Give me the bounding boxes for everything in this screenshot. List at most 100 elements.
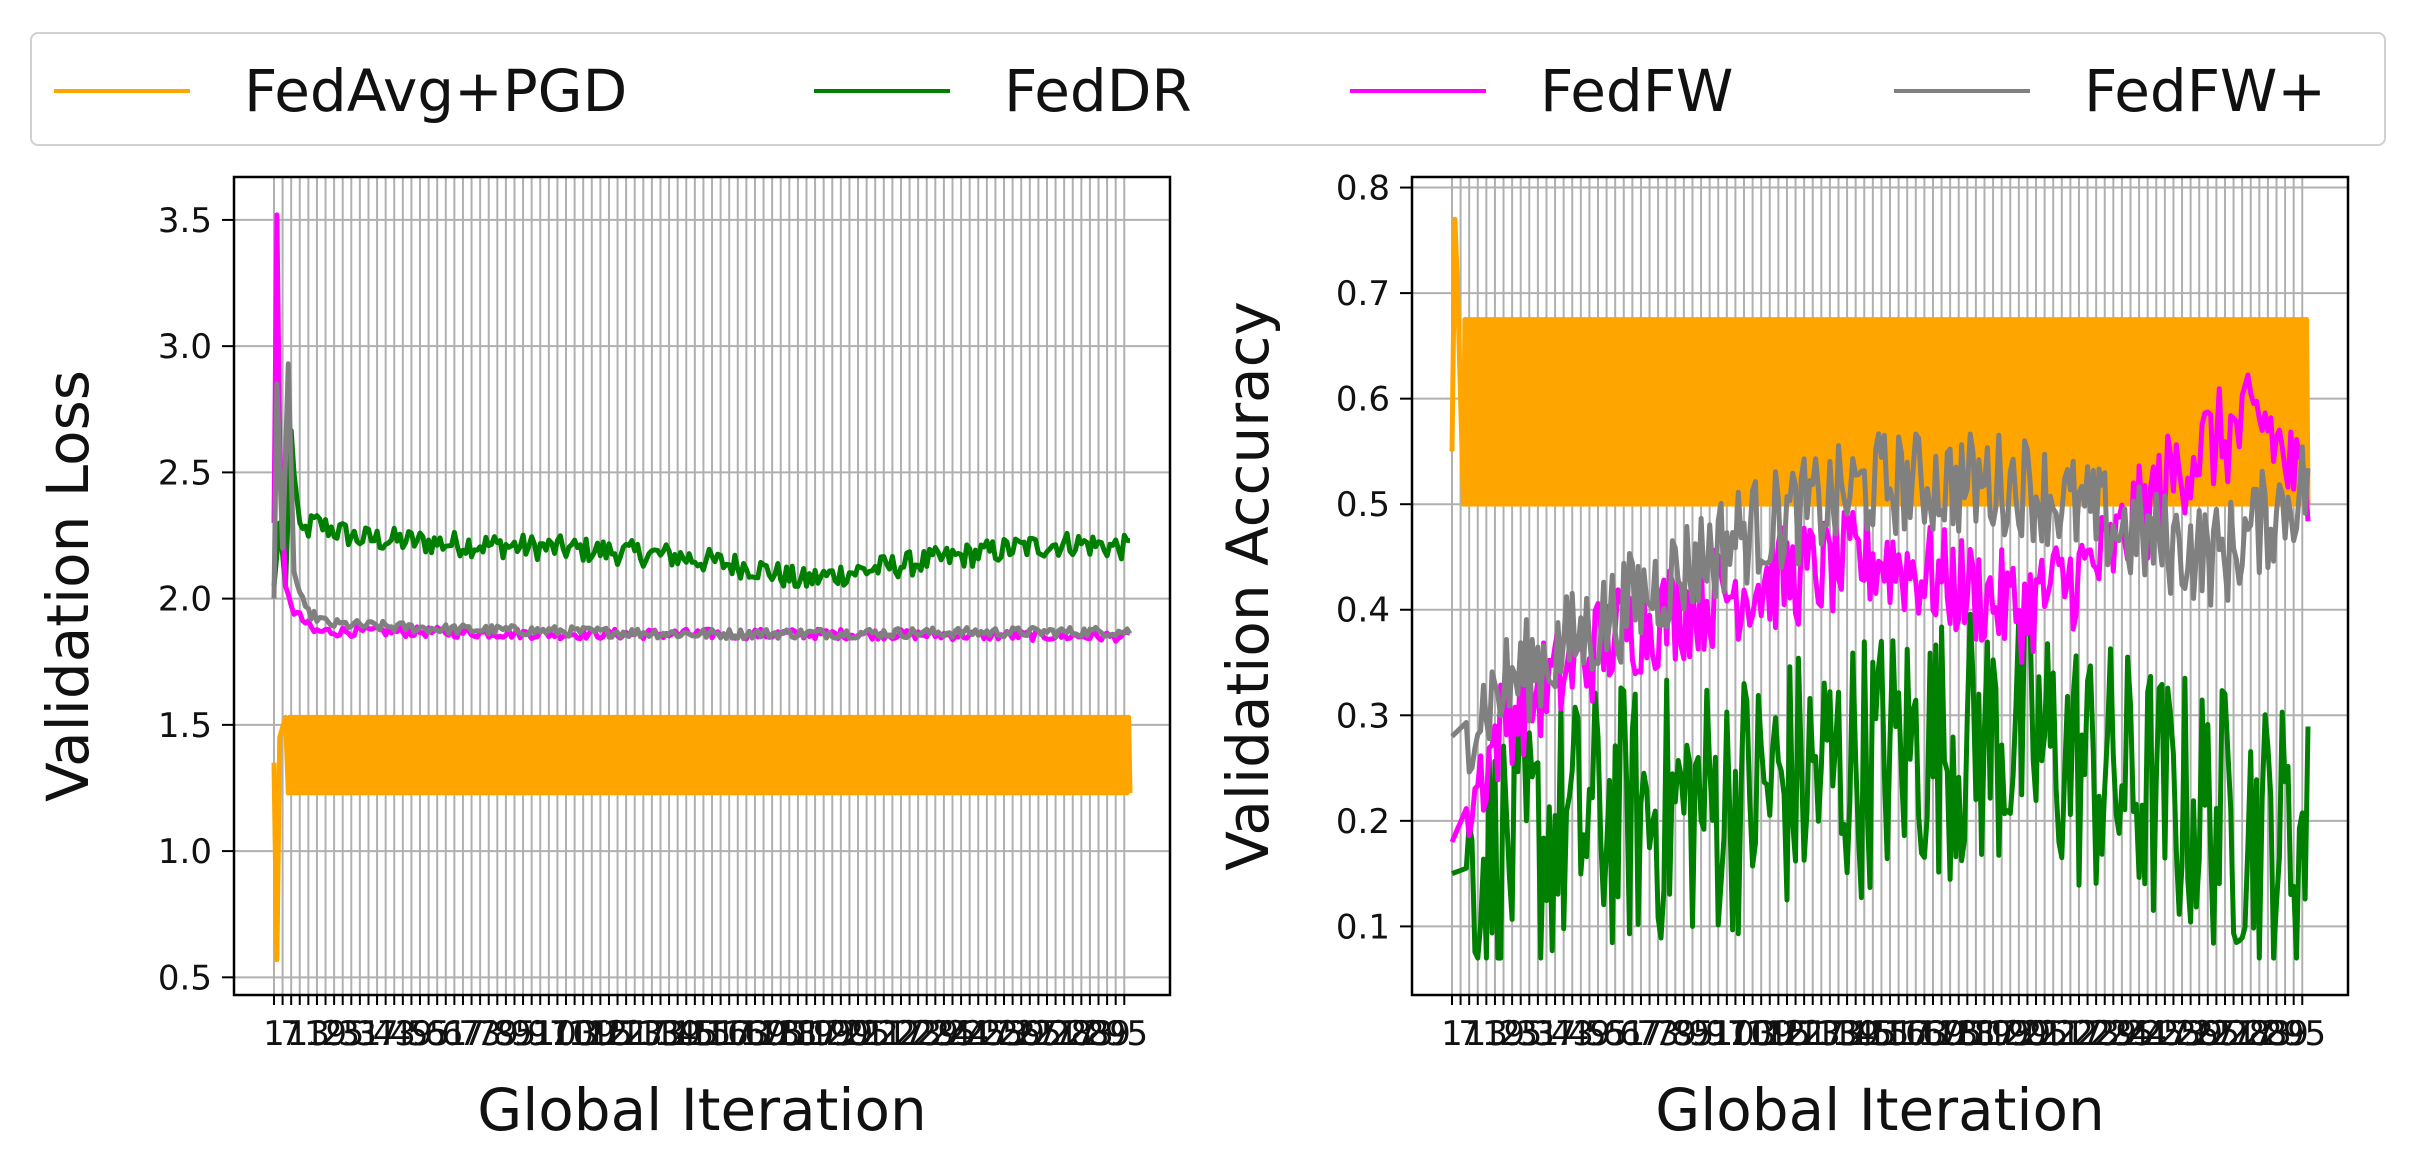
x-tick-label: 277: [2210, 1014, 2275, 1054]
x-tick-label: 43: [373, 1014, 416, 1054]
x-tick-label: 247: [2124, 1014, 2189, 1054]
x-tick-label: 31: [338, 1014, 381, 1054]
series-feddr: [1451, 606, 2311, 961]
x-tick-label: 13: [287, 1014, 330, 1054]
x-tick-label: 253: [963, 1014, 1028, 1054]
y-tick-label: 0.2: [1336, 802, 1390, 842]
x-tick-label: 109: [551, 1014, 616, 1054]
x-tick-label: 31: [1516, 1014, 1559, 1054]
x-tick-label: 193: [1969, 1014, 2034, 1054]
series-line-fedfw-plus: [1450, 431, 2311, 775]
x-tick-label: 37: [355, 1014, 398, 1054]
x-tick-label: 67: [1619, 1014, 1662, 1054]
x-tick-label: 295: [2261, 1014, 2326, 1054]
series-line-fedfw-plus: [271, 361, 1133, 642]
x-tick-label: 205: [2004, 1014, 2069, 1054]
x-tick-label: 97: [1705, 1014, 1748, 1054]
y-tick-label: 2.5: [158, 453, 212, 493]
x-tick-label: 235: [2089, 1014, 2154, 1054]
x-tick-label: 115: [1746, 1014, 1811, 1054]
x-tick-label: 37: [1533, 1014, 1576, 1054]
y-tick-label: 0.7: [1336, 274, 1390, 314]
x-tick-label: 169: [723, 1014, 788, 1054]
series-fedavg-pluspgd: [271, 714, 1133, 963]
x-tick-label: 127: [602, 1014, 667, 1054]
x-tick-label: 19: [1482, 1014, 1525, 1054]
chart-panel-1: 0.5 1.0 1.5 2.0 2.5 3.0 3.5 1713192531374349556…: [34, 175, 1172, 1144]
legend-swatch-feddr: [814, 89, 950, 93]
x-tick-label: 157: [688, 1014, 753, 1054]
x-tick-label: 277: [1032, 1014, 1097, 1054]
y-tick-label: 1.5: [158, 706, 212, 746]
series-line-feddr: [271, 428, 1131, 589]
x-tick-label: 259: [980, 1014, 1045, 1054]
plot-frame: [1410, 175, 2350, 997]
legend-label-fedfw: FedFW: [1540, 57, 1734, 125]
x-tick-label: 97: [527, 1014, 570, 1054]
x-tick-label: 211: [843, 1014, 908, 1054]
x-tick-label: 199: [1986, 1014, 2051, 1054]
x-tick-label: 7: [1458, 1014, 1480, 1054]
x-tick-label: 73: [1636, 1014, 1679, 1054]
legend-label-feddr: FedDR: [1004, 57, 1192, 125]
y-tick-label: 0.1: [1336, 907, 1390, 947]
x-axis-label: Global Iteration: [1655, 1076, 2104, 1144]
y-tick-label: 3.0: [158, 327, 212, 367]
legend-item-feddr: FedDR: [814, 34, 1192, 148]
legend-item-fedavg-pgd: FedAvg+PGD: [54, 34, 627, 148]
legend-label-fedfw-plus: FedFW+: [2084, 57, 2326, 125]
x-tick-label: 283: [1049, 1014, 1114, 1054]
x-tick-label: 217: [860, 1014, 925, 1054]
x-tick-label: 193: [791, 1014, 856, 1054]
x-tick-label: 133: [619, 1014, 684, 1054]
y-tick-label: 2.0: [158, 580, 212, 620]
y-axis-label: Validation Accuracy: [1214, 301, 1282, 871]
x-tick-label: 289: [2244, 1014, 2309, 1054]
x-tick-label: 211: [2021, 1014, 2086, 1054]
x-tick-label: 139: [637, 1014, 702, 1054]
series-feddr: [271, 428, 1131, 589]
x-tick-label: 241: [2107, 1014, 2172, 1054]
x-tick-label: 265: [2175, 1014, 2240, 1054]
legend: FedAvg+PGD FedDR FedFW FedFW+: [30, 32, 2386, 146]
x-tick-label: 151: [1849, 1014, 1914, 1054]
x-tick-label: 91: [1688, 1014, 1731, 1054]
x-tick-label: 157: [1866, 1014, 1931, 1054]
x-tick-label: 295: [1083, 1014, 1148, 1054]
y-tick-label: 0.6: [1336, 380, 1390, 420]
legend-swatch-fedfw: [1350, 89, 1486, 93]
x-tick-label: 235: [911, 1014, 976, 1054]
y-tick-label: 0.4: [1336, 591, 1390, 631]
x-tick-label: 85: [493, 1014, 536, 1054]
x-tick-label: 265: [997, 1014, 1062, 1054]
x-tick-label: 253: [2141, 1014, 2206, 1054]
x-tick-label: 229: [894, 1014, 959, 1054]
x-tick-label: 61: [424, 1014, 467, 1054]
x-tick-label: 73: [458, 1014, 501, 1054]
x-tick-label: 241: [929, 1014, 994, 1054]
x-tick-label: 217: [2038, 1014, 2103, 1054]
x-tick-label: 103: [1712, 1014, 1777, 1054]
x-tick-label: 205: [826, 1014, 891, 1054]
x-tick-label: 163: [705, 1014, 770, 1054]
x-tick-label: 121: [1763, 1014, 1828, 1054]
x-tick-label: 25: [321, 1014, 364, 1054]
x-tick-label: 55: [407, 1014, 450, 1054]
x-tick-label: 199: [808, 1014, 873, 1054]
x-tick-label: 187: [774, 1014, 839, 1054]
x-tick-label: 7: [280, 1014, 302, 1054]
x-tick-label: 163: [1883, 1014, 1948, 1054]
x-tick-label: 175: [1918, 1014, 1983, 1054]
x-tick-label: 181: [757, 1014, 822, 1054]
x-tick-label: 109: [1729, 1014, 1794, 1054]
y-tick-label: 0.5: [1336, 485, 1390, 525]
x-tick-label: 67: [441, 1014, 484, 1054]
y-tick-label: 0.5: [158, 958, 212, 998]
x-tick-label: 145: [654, 1014, 719, 1054]
x-grid: [273, 177, 1126, 995]
x-tick-label: 229: [2072, 1014, 2137, 1054]
plot-frame: [232, 175, 1172, 997]
x-tick-label: 79: [1654, 1014, 1697, 1054]
x-tick-label: 151: [671, 1014, 736, 1054]
